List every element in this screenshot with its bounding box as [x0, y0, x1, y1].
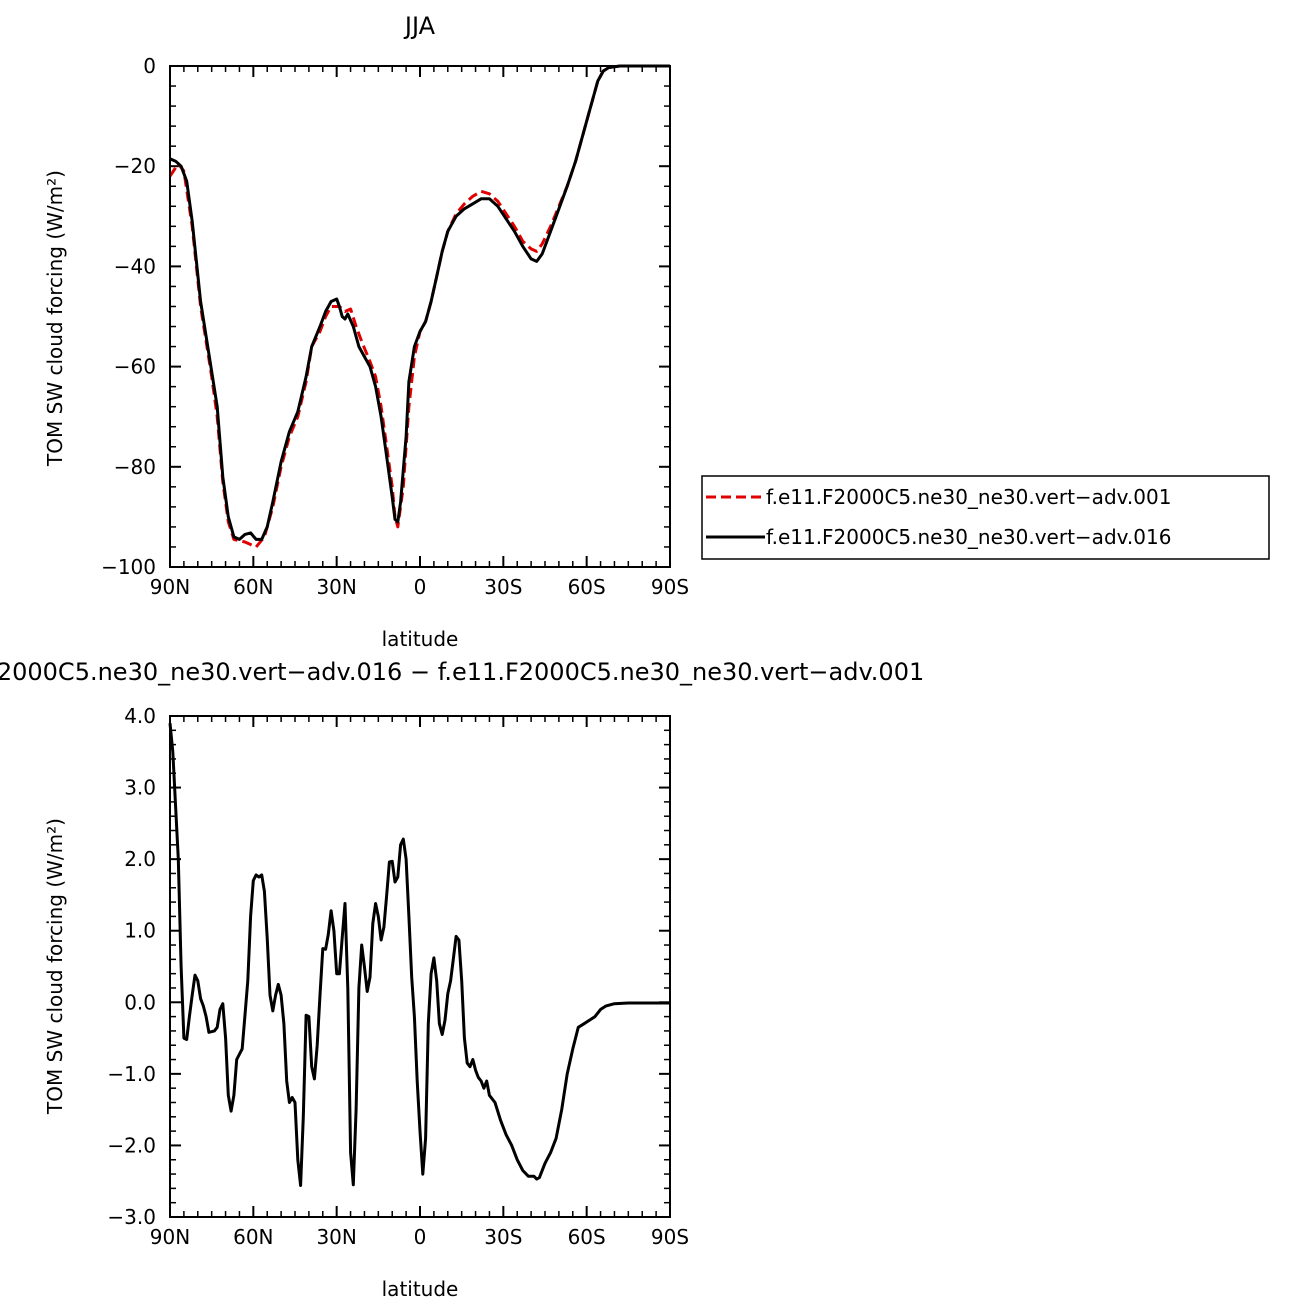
- top-y-tick-label: −100: [101, 555, 156, 579]
- top-x-axis-label: latitude: [382, 627, 459, 651]
- top-plot-frame: [169, 65, 671, 568]
- bottom-x-axis-label: latitude: [382, 1277, 459, 1301]
- bottom-y-tick-label: −1.0: [107, 1062, 156, 1086]
- top-chart-title: JJA: [403, 12, 436, 40]
- top-panel: JJA TOM SW cloud forcing (W/m²) latitude…: [43, 12, 689, 651]
- bottom-y-tick-label: −3.0: [107, 1205, 156, 1229]
- bottom-x-tick-label: 30N: [316, 1225, 356, 1249]
- bottom-y-tick-label: 4.0: [124, 704, 156, 728]
- bottom-plot-frame: [169, 715, 671, 1218]
- bottom-x-tick-label: 90N: [150, 1225, 190, 1249]
- bottom-y-tick-label: −2.0: [107, 1133, 156, 1157]
- top-x-tick-label: 30S: [484, 575, 522, 599]
- legend-box: [701, 475, 1270, 560]
- legend-label-series-1: f.e11.F2000C5.ne30_ne30.vert−adv.001: [766, 485, 1171, 509]
- bottom-x-tick-label: 60N: [233, 1225, 273, 1249]
- bottom-y-tick-label: 2.0: [124, 847, 156, 871]
- bottom-y-tick-label: 1.0: [124, 919, 156, 943]
- bottom-chart-title: f.e11.F2000C5.ne30_ne30.vert−adv.016 − f…: [0, 658, 924, 686]
- top-y-tick-label: 0: [143, 54, 156, 78]
- top-y-tick-label: −40: [114, 254, 156, 278]
- top-x-tick-label: 0: [414, 575, 427, 599]
- bottom-x-tick-label: 60S: [568, 1225, 606, 1249]
- top-tick-layer: [169, 65, 671, 568]
- bottom-panel: f.e11.F2000C5.ne30_ne30.vert−adv.016 − f…: [0, 658, 924, 1301]
- legend: f.e11.F2000C5.ne30_ne30.vert−adv.001 f.e…: [701, 475, 1270, 560]
- top-x-tick-label: 90S: [651, 575, 689, 599]
- top-y-axis-label: TOM SW cloud forcing (W/m²): [43, 170, 67, 467]
- top-series-layer: [168, 64, 670, 549]
- top-tick-label-layer: 90N 60N 30N 0 30S 60S 90S 0 −20 −40 −60 −80 −100: [101, 54, 689, 599]
- bottom-tick-label-layer: 90N 60N 30N 0 30S 60S 90S 4.0 3.0 2.0 1.0 0.0 −1.0 −2…: [107, 704, 689, 1249]
- bottom-y-tick-label: 0.0: [124, 990, 156, 1014]
- bottom-x-tick-label: 30S: [484, 1225, 522, 1249]
- bottom-x-tick-label: 0: [414, 1225, 427, 1249]
- top-x-tick-label: 30N: [316, 575, 356, 599]
- bottom-series-line-1: [168, 723, 670, 1187]
- top-y-tick-label: −20: [114, 154, 156, 178]
- bottom-y-axis-label: TOM SW cloud forcing (W/m²): [43, 818, 67, 1115]
- legend-label-series-2: f.e11.F2000C5.ne30_ne30.vert−adv.016: [766, 525, 1171, 549]
- bottom-x-tick-label: 90S: [651, 1225, 689, 1249]
- top-series-line-1: [168, 64, 670, 549]
- top-x-tick-label: 90N: [150, 575, 190, 599]
- bottom-series-layer: [168, 723, 670, 1187]
- top-x-tick-label: 60N: [233, 575, 273, 599]
- top-x-tick-label: 60S: [568, 575, 606, 599]
- top-y-tick-label: −60: [114, 355, 156, 379]
- bottom-y-tick-label: 3.0: [124, 776, 156, 800]
- top-y-tick-label: −80: [114, 455, 156, 479]
- top-series-line-2: [169, 64, 670, 541]
